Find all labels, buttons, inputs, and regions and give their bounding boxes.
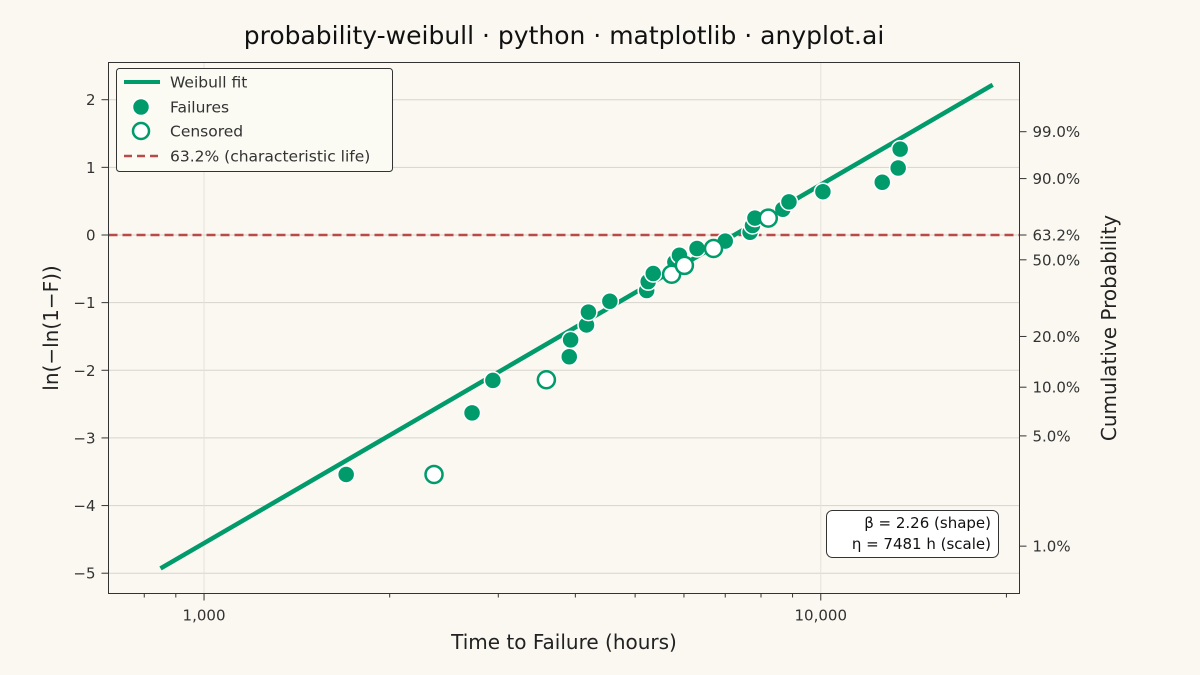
- legend-swatch-failures: [131, 97, 151, 117]
- x-axis-label: Time to Failure (hours): [450, 630, 677, 654]
- right-tick-label-1: 90.0%: [1033, 170, 1081, 188]
- x-axis-ticks: 1,000 10,000: [143, 593, 1007, 625]
- censored-point-4: [703, 238, 724, 259]
- right-tick-label-0: 99.0%: [1033, 123, 1081, 141]
- failure-point-1: [462, 403, 482, 423]
- failure-point-4: [561, 330, 580, 350]
- legend: Weibull fit Failures Censored 63.2% (cha…: [116, 68, 393, 172]
- failure-point-20: [813, 182, 833, 201]
- failure-point-23: [890, 139, 910, 159]
- legend-swatch-censored: [131, 121, 151, 141]
- failure-point-0: [336, 465, 356, 484]
- annotation-box: [826, 510, 999, 558]
- weibull-fit-line: [159, 82, 994, 571]
- failure-point-22: [888, 158, 908, 178]
- legend-box: [116, 68, 393, 172]
- y-axis-label: ln(−ln(1−F)): [39, 265, 63, 390]
- x-tick-label-1: 10,000: [795, 607, 848, 625]
- censored-point-1: [536, 369, 557, 390]
- y-tick-label-7: −5: [73, 565, 95, 583]
- failure-point-3: [560, 347, 579, 366]
- parameter-annotation: β = 2.26 (shape) η = 7481 h (scale): [826, 510, 999, 558]
- y-tick-label-1: 1: [86, 159, 96, 177]
- right-tick-label-5: 10.0%: [1033, 379, 1081, 397]
- failure-point-13: [687, 239, 707, 258]
- right-axis-label: Cumulative Probability: [1097, 215, 1121, 441]
- annotation-scale: η = 7481 h (scale): [852, 535, 991, 553]
- y-tick-label-6: −4: [73, 497, 95, 515]
- right-tick-label-7: 1.0%: [1033, 538, 1071, 556]
- legend-label-fit: Weibull fit: [170, 74, 247, 92]
- failure-point-7: [600, 292, 620, 311]
- right-tick-label-3: 50.0%: [1033, 251, 1081, 269]
- chart-title: probability-weibull · python · matplotli…: [244, 21, 885, 50]
- censored-point-5: [758, 208, 779, 228]
- legend-label-failures: Failures: [170, 99, 229, 117]
- y-tick-label-0: 2: [86, 91, 96, 109]
- legend-label-reference: 63.2% (characteristic life): [170, 148, 370, 166]
- plot-frame: [108, 62, 1020, 594]
- y-axis-ticks: 2 1 0 −1 −2 −3 −4 −5: [73, 91, 109, 583]
- failure-point-19: [779, 192, 799, 212]
- y-tick-label-4: −2: [73, 362, 95, 380]
- data-points-layer: [336, 139, 910, 485]
- censored-point-0: [424, 464, 444, 485]
- right-tick-label-4: 20.0%: [1033, 328, 1081, 346]
- right-axis-ticks: 99.0% 90.0% 63.2% 50.0% 20.0% 10.0% 5.0% 1.0%: [1019, 123, 1081, 556]
- censored-point-3: [674, 255, 695, 276]
- legend-label-censored: Censored: [170, 123, 243, 141]
- x-tick-label-0: 1,000: [183, 607, 226, 625]
- right-tick-label-6: 5.0%: [1033, 427, 1071, 445]
- annotation-shape: β = 2.26 (shape): [864, 514, 991, 532]
- failure-point-21: [873, 172, 892, 192]
- y-tick-label-2: 0: [86, 226, 96, 244]
- failure-point-2: [483, 371, 503, 390]
- failure-point-10: [643, 264, 663, 283]
- right-tick-label-2: 63.2%: [1033, 226, 1081, 244]
- fit-line-layer: [159, 82, 994, 571]
- failure-point-6: [579, 302, 598, 322]
- y-tick-label-5: −3: [73, 429, 95, 447]
- y-tick-label-3: −1: [73, 294, 95, 312]
